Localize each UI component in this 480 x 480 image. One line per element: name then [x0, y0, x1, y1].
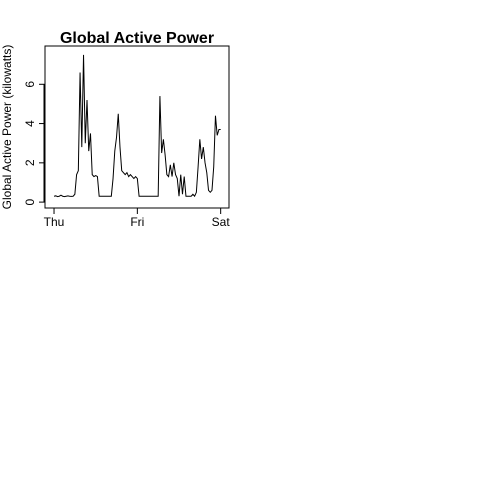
- x-tick-label: Thu: [44, 215, 65, 229]
- plot-box: [44, 45, 230, 209]
- y-tick-label: 4: [23, 120, 37, 127]
- y-axis-label: Global Active Power (kilowatts): [0, 45, 14, 210]
- x-tick-label: Fri: [130, 215, 144, 229]
- y-tick-label: 0: [23, 198, 37, 205]
- y-tick-label: 6: [23, 81, 37, 88]
- y-tick-label: 2: [23, 159, 37, 166]
- chart-title: Global Active Power: [60, 30, 214, 47]
- x-tick-label: Sat: [212, 215, 231, 229]
- data-line: [53, 54, 221, 198]
